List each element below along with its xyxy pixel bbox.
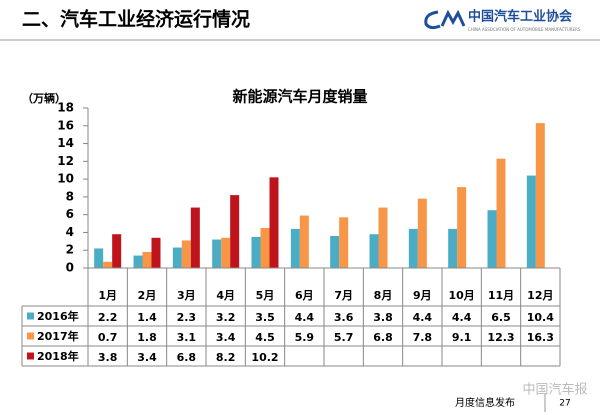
table-cell: 3.2 (216, 311, 236, 324)
x-tick-label: 7月 (334, 289, 353, 302)
logo-mark (440, 9, 466, 27)
table-cell: 9.1 (452, 331, 472, 344)
table-cell: 4.4 (295, 311, 315, 324)
table-cell: 5.9 (295, 331, 315, 344)
x-tick-label: 5月 (256, 289, 275, 302)
table-cell: 4.5 (255, 331, 275, 344)
logo: 中国汽车工业协会 CHINA ASSOCIATION OF AUTOMOBILE… (424, 9, 581, 32)
watermark: 中国汽车报 (522, 382, 587, 398)
table-cell: 10.4 (527, 311, 554, 324)
x-tick-label: 2月 (138, 289, 157, 302)
bar (330, 236, 340, 268)
bar (448, 228, 458, 268)
bar (535, 123, 545, 268)
bar (369, 234, 379, 268)
table-cell: 5.7 (334, 331, 354, 344)
table-cell: 3.1 (177, 331, 197, 344)
chart-title: 新能源汽车月度销量 (232, 88, 367, 106)
x-tick-label: 11月 (488, 289, 514, 302)
y-tick-label: 2 (66, 243, 74, 257)
bar (181, 240, 191, 268)
table-cell: 3.8 (98, 351, 118, 364)
y-tick-label: 18 (57, 101, 74, 115)
legend-label: 2018年 (37, 349, 79, 363)
bar (260, 228, 270, 268)
bar (251, 236, 261, 268)
y-tick-label: 12 (57, 154, 74, 168)
bar (487, 210, 497, 268)
bar (496, 158, 506, 268)
bar (133, 255, 143, 268)
x-tick-label: 1月 (98, 289, 117, 302)
slide-title: 二、汽车工业经济运行情况 (22, 8, 250, 31)
bar (172, 247, 182, 268)
bar (269, 177, 279, 268)
y-tick-label: 8 (66, 189, 74, 203)
table-cell: 6.5 (491, 311, 511, 324)
bar (151, 237, 161, 268)
bar (112, 234, 122, 268)
table-cell: 2.2 (98, 311, 118, 324)
table-cell: 3.4 (216, 331, 236, 344)
bar (190, 207, 200, 268)
bar (299, 215, 309, 268)
legend-swatch (27, 312, 34, 320)
bar (290, 228, 300, 268)
table-cell: 7.8 (413, 331, 433, 344)
x-tick-label: 10月 (449, 289, 475, 302)
table-cell: 3.5 (255, 311, 275, 324)
legend-swatch (27, 352, 34, 360)
table-cell: 8.2 (216, 351, 236, 364)
table-cell: 6.8 (373, 331, 393, 344)
page-number: 27 (559, 399, 570, 409)
legend-label: 2016年 (37, 309, 79, 323)
x-tick-label: 4月 (216, 289, 235, 302)
table-cell: 1.8 (137, 331, 157, 344)
table-cell: 3.4 (137, 351, 157, 364)
table-cell: 2.3 (177, 311, 197, 324)
table-cell: 16.3 (527, 331, 554, 344)
table-cell: 3.8 (373, 311, 393, 324)
table-cell: 4.4 (413, 311, 433, 324)
y-tick-label: 4 (66, 225, 74, 239)
legend-swatch (27, 332, 34, 340)
bar (103, 261, 113, 268)
legend-label: 2017年 (37, 329, 79, 343)
bar (230, 195, 240, 268)
table-cell: 4.4 (452, 311, 472, 324)
bar (526, 175, 536, 268)
bar (212, 239, 222, 268)
table-cell: 12.3 (487, 331, 514, 344)
bar (142, 252, 152, 268)
bar (221, 237, 231, 268)
table-cell: 0.7 (98, 331, 118, 344)
bar (408, 228, 418, 268)
x-tick-label: 3月 (177, 289, 196, 302)
bar (339, 217, 349, 268)
table-cell: 1.4 (137, 311, 157, 324)
bar (417, 198, 427, 268)
bar (94, 248, 104, 268)
bar (378, 207, 388, 268)
x-tick-label: 8月 (374, 289, 393, 302)
footer-label: 月度信息发布 (455, 396, 515, 409)
y-tick-label: 0 (66, 261, 74, 275)
x-tick-label: 12月 (527, 289, 553, 302)
y-axis-label: （万辆） (22, 91, 66, 105)
y-tick-label: 14 (57, 136, 74, 150)
logo-text: 中国汽车工业协会 (468, 9, 573, 25)
x-tick-label: 6月 (295, 289, 314, 302)
logo-subtext: CHINA ASSOCIATION OF AUTOMOBILE MANUFACT… (468, 27, 581, 32)
y-tick-label: 16 (57, 118, 74, 132)
y-tick-label: 10 (57, 172, 74, 186)
y-tick-label: 6 (66, 207, 74, 221)
bar (457, 187, 467, 268)
logo-mark (424, 10, 441, 30)
table-cell: 10.2 (251, 351, 278, 364)
table-cell: 6.8 (177, 351, 197, 364)
table-cell: 3.6 (334, 311, 354, 324)
x-tick-label: 9月 (413, 289, 432, 302)
